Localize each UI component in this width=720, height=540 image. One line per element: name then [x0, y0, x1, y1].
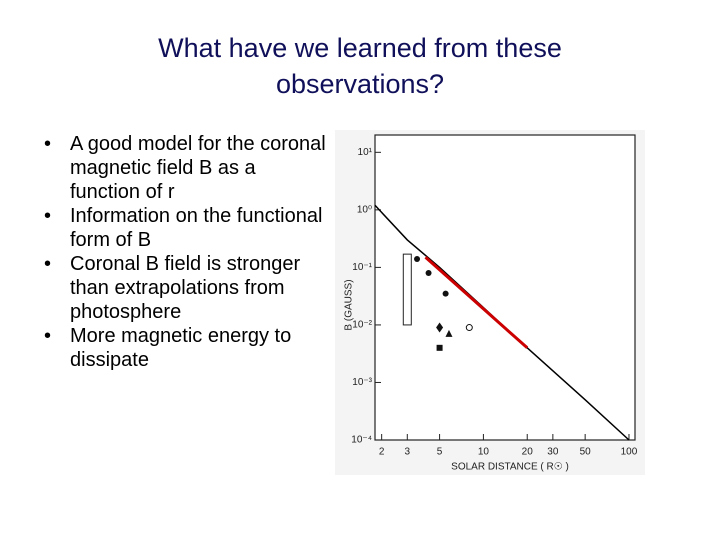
x-tick-label: 10: [478, 447, 490, 458]
bullet: Information on the functional form of B: [30, 204, 330, 252]
bullet: A good model for the coronal magnetic fi…: [30, 132, 330, 204]
range-box: [402, 253, 412, 326]
marker: [465, 324, 473, 332]
y-tick-label: 10⁻²: [352, 320, 372, 331]
x-axis-label: SOLAR DISTANCE ( R☉ ): [451, 462, 569, 473]
y-tick-label: 10¹: [358, 147, 373, 158]
marker: [442, 290, 449, 297]
slide-title: What have we learned from these observat…: [158, 33, 562, 99]
bullet-list: A good model for the coronal magnetic fi…: [30, 132, 330, 372]
series-line: [424, 256, 529, 349]
x-tick-label: 3: [405, 447, 411, 458]
bullet: Coronal B field is stronger than extrapo…: [30, 252, 330, 324]
marker: [436, 344, 443, 351]
marker: [436, 322, 444, 333]
y-tick-label: 10⁻³: [352, 377, 372, 388]
marker: [414, 255, 421, 262]
x-tick-label: 50: [580, 447, 592, 458]
marker: [425, 269, 432, 276]
y-tick-label: 10⁻¹: [352, 262, 372, 273]
x-tick-label: 2: [379, 447, 385, 458]
y-axis-label: B (GAUSS): [344, 279, 355, 330]
x-tick-label: 30: [547, 447, 559, 458]
y-tick-label: 10⁻⁴: [351, 435, 372, 446]
marker: [445, 329, 453, 337]
y-tick-label: 10⁰: [357, 204, 372, 215]
plot-frame: [374, 134, 636, 441]
bullet: More magnetic energy to dissipate: [30, 324, 330, 372]
x-tick-label: 100: [621, 447, 638, 458]
x-tick-label: 20: [522, 447, 534, 458]
x-tick-label: 5: [437, 447, 443, 458]
chart: B (GAUSS) SOLAR DISTANCE ( R☉ ) 10¹ 10⁰ 10…: [335, 130, 645, 475]
